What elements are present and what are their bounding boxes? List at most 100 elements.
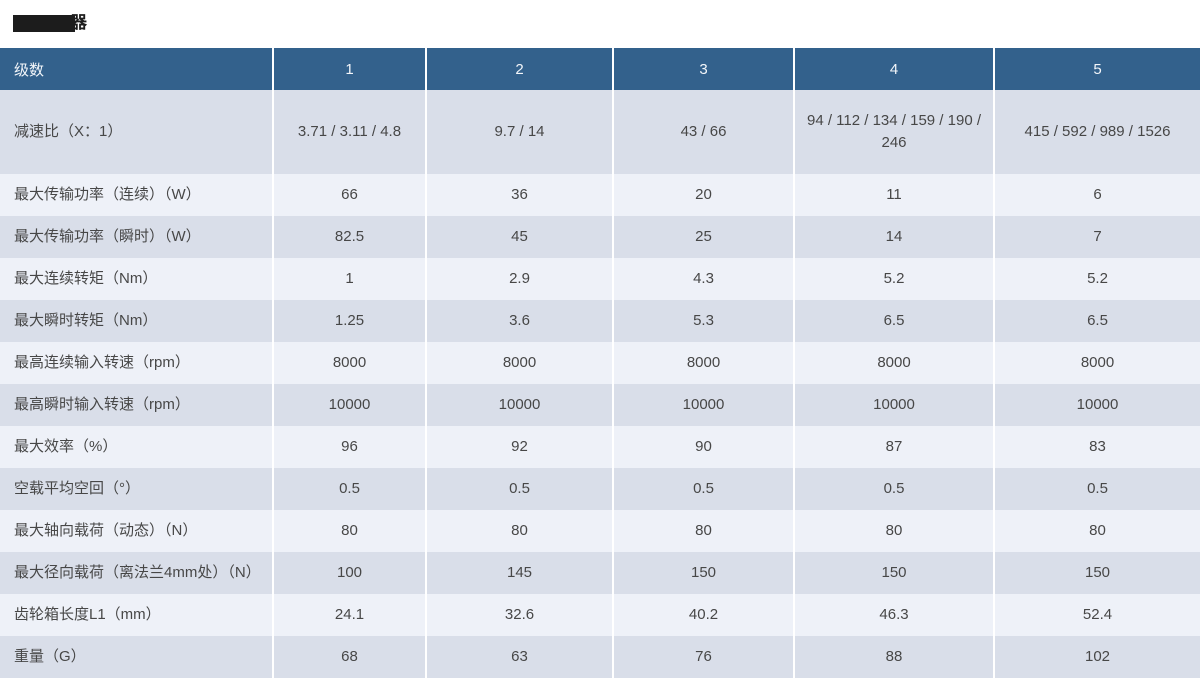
header-stage-label: 级数 — [0, 48, 272, 90]
cell-value: 88 — [795, 636, 993, 678]
spec-table: 级数 1 2 3 4 5 减速比（X：1） 3.71 / 3.11 / 4.8 9.… — [0, 48, 1200, 678]
cell-value: 145 — [427, 552, 612, 594]
cell-value: 10000 — [795, 384, 993, 426]
cell-value: 66 — [274, 174, 425, 216]
cell-value: 3.6 — [427, 300, 612, 342]
header-col-4: 4 — [795, 48, 993, 90]
cell-value: 24.1 — [274, 594, 425, 636]
cell-value: 150 — [614, 552, 793, 594]
table-row: 空载平均空回（°） 0.5 0.5 0.5 0.5 0.5 — [0, 468, 1200, 510]
cell-value: 40.2 — [614, 594, 793, 636]
cell-value: 80 — [614, 510, 793, 552]
cell-value: 10000 — [995, 384, 1200, 426]
cell-value: 4.3 — [614, 258, 793, 300]
cell-value: 8000 — [995, 342, 1200, 384]
cell-value: 20 — [614, 174, 793, 216]
cell-value: 0.5 — [274, 468, 425, 510]
cell-value: 8000 — [795, 342, 993, 384]
table-row: 最大效率（%） 96 92 90 87 83 — [0, 426, 1200, 468]
cell-value: 150 — [995, 552, 1200, 594]
cell-value: 5.2 — [795, 258, 993, 300]
row-label: 最高瞬时输入转速（rpm） — [0, 384, 272, 426]
cell-value: 102 — [995, 636, 1200, 678]
cell-value: 8000 — [614, 342, 793, 384]
table-row: 最大连续转矩（Nm） 1 2.9 4.3 5.2 5.2 — [0, 258, 1200, 300]
table-row: 齿轮箱长度L1（mm） 24.1 32.6 40.2 46.3 52.4 — [0, 594, 1200, 636]
table-row: 重量（G） 68 63 76 88 102 — [0, 636, 1200, 678]
table-header-row: 级数 1 2 3 4 5 — [0, 48, 1200, 90]
cell-value: 1.25 — [274, 300, 425, 342]
row-label: 最大传输功率（连续）（W） — [0, 174, 272, 216]
table-row: 最大瞬时转矩（Nm） 1.25 3.6 5.3 6.5 6.5 — [0, 300, 1200, 342]
row-label: 最大连续转矩（Nm） — [0, 258, 272, 300]
cell-value: 0.5 — [427, 468, 612, 510]
title-redaction-box — [13, 14, 75, 32]
cell-value: 415 / 592 / 989 / 1526 — [995, 90, 1200, 174]
cell-value: 83 — [995, 426, 1200, 468]
cell-value: 87 — [795, 426, 993, 468]
page-title: 器 — [13, 13, 87, 33]
cell-value: 5.2 — [995, 258, 1200, 300]
table-row: 减速比（X：1） 3.71 / 3.11 / 4.8 9.7 / 14 43 / 66… — [0, 90, 1200, 174]
cell-value: 32.6 — [427, 594, 612, 636]
row-label: 最高连续输入转速（rpm） — [0, 342, 272, 384]
row-label: 空载平均空回（°） — [0, 468, 272, 510]
row-label: 减速比（X：1） — [0, 90, 272, 174]
cell-value: 92 — [427, 426, 612, 468]
cell-value: 63 — [427, 636, 612, 678]
cell-value: 80 — [427, 510, 612, 552]
cell-value: 80 — [995, 510, 1200, 552]
table-row: 最大轴向载荷（动态）（N） 80 80 80 80 80 — [0, 510, 1200, 552]
cell-value: 90 — [614, 426, 793, 468]
cell-value: 100 — [274, 552, 425, 594]
row-label: 最大轴向载荷（动态）（N） — [0, 510, 272, 552]
table-row: 最高瞬时输入转速（rpm） 10000 10000 10000 10000 10000 — [0, 384, 1200, 426]
row-label: 最大传输功率（瞬时）（W） — [0, 216, 272, 258]
cell-value: 52.4 — [995, 594, 1200, 636]
cell-value: 96 — [274, 426, 425, 468]
cell-value: 150 — [795, 552, 993, 594]
cell-value: 0.5 — [795, 468, 993, 510]
cell-value: 82.5 — [274, 216, 425, 258]
cell-value: 8000 — [274, 342, 425, 384]
cell-value: 7 — [995, 216, 1200, 258]
cell-value: 2.9 — [427, 258, 612, 300]
row-label: 重量（G） — [0, 636, 272, 678]
header-col-3: 3 — [614, 48, 793, 90]
header-col-5: 5 — [995, 48, 1200, 90]
cell-value: 94 / 112 / 134 / 159 / 190 / 246 — [795, 90, 993, 174]
row-label: 最大径向载荷（离法兰4mm处）（N） — [0, 552, 272, 594]
table-row: 最大传输功率（瞬时）（W） 82.5 45 25 14 7 — [0, 216, 1200, 258]
row-label: 最大效率（%） — [0, 426, 272, 468]
cell-value: 45 — [427, 216, 612, 258]
cell-value: 76 — [614, 636, 793, 678]
table-row: 最大径向载荷（离法兰4mm处）（N） 100 145 150 150 150 — [0, 552, 1200, 594]
cell-value: 11 — [795, 174, 993, 216]
cell-value: 9.7 / 14 — [427, 90, 612, 174]
cell-value: 14 — [795, 216, 993, 258]
cell-value: 6.5 — [995, 300, 1200, 342]
cell-value: 1 — [274, 258, 425, 300]
cell-value: 80 — [274, 510, 425, 552]
cell-value: 6.5 — [795, 300, 993, 342]
cell-value: 68 — [274, 636, 425, 678]
cell-value: 0.5 — [995, 468, 1200, 510]
cell-value: 5.3 — [614, 300, 793, 342]
row-label: 最大瞬时转矩（Nm） — [0, 300, 272, 342]
cell-value: 25 — [614, 216, 793, 258]
table-body: 减速比（X：1） 3.71 / 3.11 / 4.8 9.7 / 14 43 / 66… — [0, 90, 1200, 678]
cell-value: 46.3 — [795, 594, 993, 636]
cell-value: 36 — [427, 174, 612, 216]
table-row: 最高连续输入转速（rpm） 8000 8000 8000 8000 8000 — [0, 342, 1200, 384]
cell-value: 10000 — [614, 384, 793, 426]
cell-value: 0.5 — [614, 468, 793, 510]
header-col-1: 1 — [274, 48, 425, 90]
cell-value: 80 — [795, 510, 993, 552]
cell-value: 8000 — [427, 342, 612, 384]
cell-value: 43 / 66 — [614, 90, 793, 174]
table-row: 最大传输功率（连续）（W） 66 36 20 11 6 — [0, 174, 1200, 216]
row-label: 齿轮箱长度L1（mm） — [0, 594, 272, 636]
cell-value: 3.71 / 3.11 / 4.8 — [274, 90, 425, 174]
cell-value: 6 — [995, 174, 1200, 216]
